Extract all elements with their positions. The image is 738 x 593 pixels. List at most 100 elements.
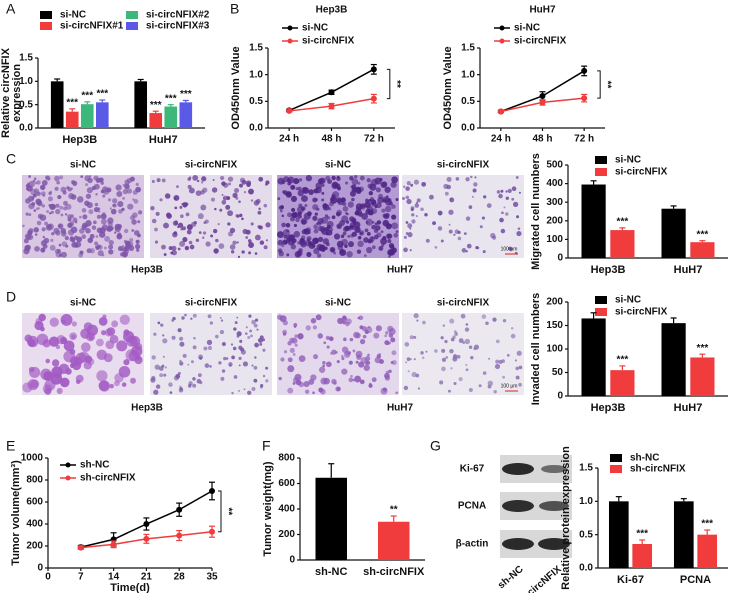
micrograph-label: si-circNFIX [437, 160, 490, 171]
cell [413, 335, 417, 339]
cell [453, 381, 457, 386]
cell [387, 325, 394, 332]
cell [360, 203, 366, 208]
cell [313, 354, 319, 360]
cell [337, 244, 344, 251]
cell [254, 318, 259, 322]
cell [347, 241, 355, 248]
cell [54, 175, 60, 182]
significance: *** [165, 93, 177, 104]
cell [27, 229, 33, 236]
western-blot: Ki-67 PCNA β-actin sh-NC sh-circNFIX [456, 455, 572, 593]
cell [468, 205, 473, 209]
cell [492, 317, 497, 322]
cell [292, 382, 296, 385]
panel-label: B [230, 1, 239, 17]
cell [327, 179, 332, 185]
cell [317, 236, 324, 242]
cell [353, 331, 360, 339]
cell [472, 188, 477, 193]
cell [349, 175, 354, 181]
cell [444, 339, 448, 344]
cell [402, 197, 405, 200]
cell [413, 179, 419, 185]
cell [309, 242, 313, 246]
bar [610, 230, 635, 258]
cell [205, 241, 211, 247]
cell [391, 214, 397, 220]
cell [223, 356, 227, 361]
cell [304, 204, 308, 207]
cell [102, 194, 106, 198]
cell [355, 350, 363, 358]
cell [219, 208, 223, 212]
cell [365, 360, 371, 366]
cell [123, 228, 129, 234]
marker [370, 66, 377, 73]
cell [236, 241, 239, 244]
cell [481, 314, 487, 319]
cell [119, 314, 130, 325]
cell [409, 335, 414, 340]
cell [384, 372, 390, 379]
cell [452, 335, 456, 339]
cell [278, 251, 284, 257]
blot-band [538, 538, 570, 550]
cell [313, 228, 319, 234]
cell [206, 339, 213, 346]
bar [50, 81, 64, 128]
bar [661, 323, 686, 396]
cell [323, 341, 327, 345]
cell [293, 178, 300, 185]
cell [368, 190, 374, 196]
group-label: Hep3B [131, 403, 163, 414]
cell [380, 237, 388, 245]
cell [221, 199, 227, 205]
cell [322, 361, 326, 365]
cell [108, 239, 114, 246]
cell [342, 206, 349, 212]
cell [117, 200, 124, 208]
cell [122, 197, 125, 200]
cell [162, 355, 165, 358]
cell [237, 389, 241, 393]
cell [300, 241, 307, 248]
cell [184, 313, 187, 317]
cell [28, 175, 31, 178]
bracket [218, 490, 222, 533]
cell [302, 187, 310, 194]
cell [277, 231, 284, 238]
cell [328, 227, 334, 232]
cell [195, 190, 202, 197]
legend-marker [499, 25, 505, 31]
cell [351, 197, 355, 202]
cell [199, 381, 203, 385]
cell [305, 325, 311, 331]
cell [64, 213, 68, 216]
cell [173, 375, 179, 381]
legend-swatch [126, 11, 138, 19]
cell [212, 178, 215, 181]
cell [164, 193, 171, 199]
cell [306, 251, 312, 258]
cell [285, 222, 291, 228]
cell [225, 204, 231, 210]
cell [357, 181, 361, 185]
cell [440, 239, 444, 243]
group-label: Hep3B [131, 265, 163, 276]
cell [22, 224, 25, 228]
bar [608, 501, 629, 568]
cell [358, 212, 363, 217]
cell [86, 324, 98, 336]
cell [351, 226, 356, 231]
cell [248, 314, 252, 318]
cell [131, 219, 137, 225]
cell [109, 226, 114, 231]
cell [287, 212, 292, 218]
cell [46, 225, 51, 230]
cell [280, 357, 285, 362]
cell [236, 214, 240, 218]
cell [344, 226, 348, 230]
cell [390, 181, 397, 188]
cell [228, 182, 231, 186]
